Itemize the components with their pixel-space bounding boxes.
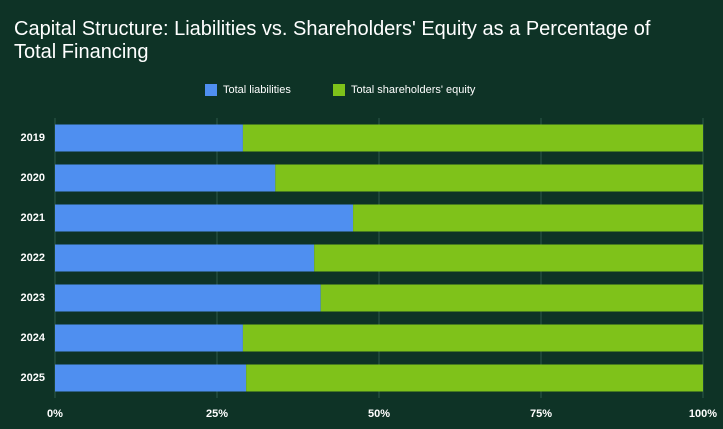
bar-segment [275,164,703,192]
legend-swatch [333,84,345,96]
bar-segment [246,364,703,392]
y-tick-label: 2020 [21,172,45,184]
y-tick-label: 2024 [21,332,46,344]
y-tick-label: 2021 [21,212,45,224]
y-tick-label: 2023 [21,292,45,304]
bar-segment [242,124,704,152]
bar-segment [353,204,703,232]
x-tick-label: 50% [368,408,390,420]
x-tick-label: 75% [530,408,552,420]
bar-segment [55,284,321,312]
chart-title: Capital Structure: Liabilities vs. Share… [14,18,651,63]
y-tick-label: 2019 [21,132,45,144]
bar-segment [314,244,703,272]
bar-segment [55,244,315,272]
x-tick-label: 100% [689,408,717,420]
x-tick-label: 25% [206,408,228,420]
y-tick-label: 2025 [21,372,45,384]
legend-label: Total shareholders' equity [351,84,476,96]
bar-segment [55,364,247,392]
bar-segment [320,284,703,312]
bar-segment [55,324,243,352]
legend-label: Total liabilities [223,84,291,96]
bar-segment [55,124,243,152]
x-tick-label: 0% [47,408,63,420]
y-tick-label: 2022 [21,252,45,264]
legend-swatch [205,84,217,96]
bar-segment [242,324,704,352]
bar-segment [55,164,276,192]
bar-segment [55,204,354,232]
